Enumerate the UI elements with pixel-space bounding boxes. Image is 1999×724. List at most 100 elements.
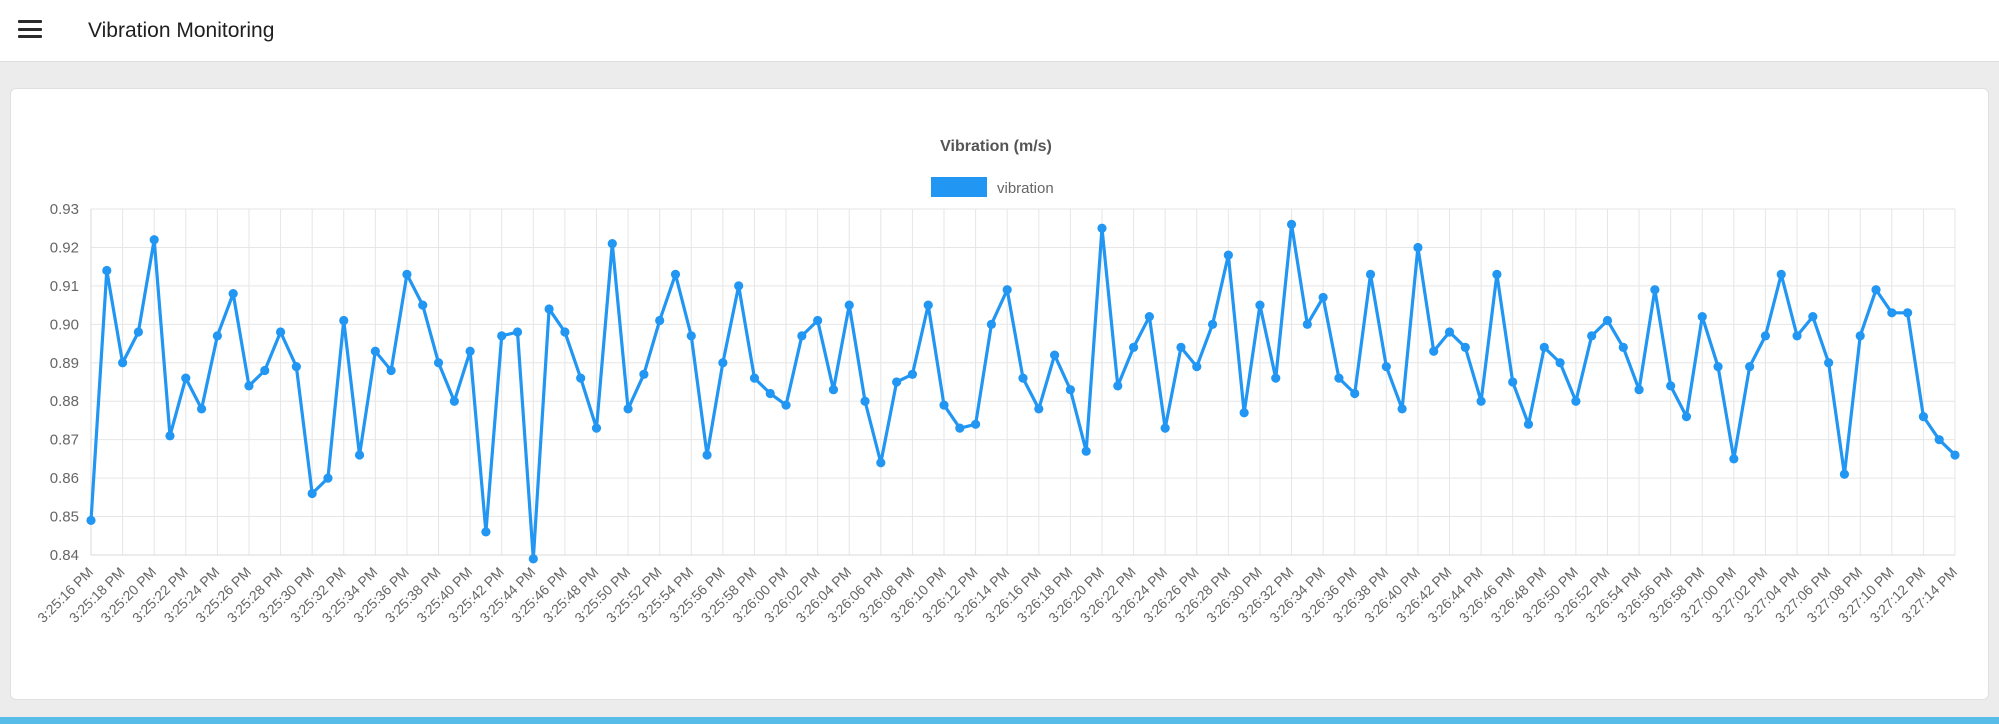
data-point[interactable]	[607, 239, 617, 249]
data-point[interactable]	[1018, 373, 1028, 383]
data-point[interactable]	[1460, 342, 1470, 352]
data-point[interactable]	[844, 300, 854, 310]
data-point[interactable]	[402, 269, 412, 279]
data-point[interactable]	[1207, 319, 1218, 329]
data-point[interactable]	[307, 488, 317, 499]
data-point[interactable]	[1286, 219, 1297, 229]
data-point[interactable]	[1350, 388, 1360, 399]
data-point[interactable]	[323, 473, 333, 483]
data-point[interactable]	[828, 385, 839, 395]
data-point[interactable]	[1239, 408, 1249, 418]
data-point[interactable]	[1587, 331, 1597, 341]
data-point[interactable]	[1839, 469, 1850, 479]
data-point[interactable]	[560, 327, 570, 337]
data-point[interactable]	[1776, 269, 1786, 279]
data-point[interactable]	[433, 358, 444, 368]
data-point[interactable]	[497, 331, 507, 341]
data-point[interactable]	[1681, 412, 1692, 422]
data-point[interactable]	[1397, 404, 1407, 414]
data-point[interactable]	[1255, 300, 1265, 310]
data-point[interactable]	[228, 288, 238, 299]
data-point[interactable]	[591, 423, 602, 433]
data-point[interactable]	[1666, 381, 1676, 391]
data-point[interactable]	[1381, 362, 1391, 372]
data-point[interactable]	[1223, 250, 1233, 260]
data-point[interactable]	[1002, 285, 1012, 295]
chart-canvas[interactable]: Vibration (m/s) vibration 0.930.920.910.…	[11, 89, 1988, 699]
hamburger-menu-button[interactable]	[18, 20, 44, 42]
data-point[interactable]	[1634, 385, 1644, 395]
data-point[interactable]	[275, 327, 286, 337]
data-point[interactable]	[639, 369, 649, 379]
data-point[interactable]	[370, 346, 380, 356]
data-point[interactable]	[1113, 381, 1123, 391]
data-point[interactable]	[923, 300, 933, 310]
data-point[interactable]	[1334, 373, 1344, 383]
data-point[interactable]	[1144, 312, 1154, 322]
data-point[interactable]	[244, 381, 254, 391]
data-point[interactable]	[1429, 346, 1439, 356]
data-point[interactable]	[1097, 223, 1107, 233]
data-point[interactable]	[1887, 308, 1897, 318]
data-point[interactable]	[1729, 454, 1739, 464]
data-point[interactable]	[765, 388, 775, 399]
data-point[interactable]	[576, 373, 586, 383]
data-point[interactable]	[907, 369, 918, 379]
data-point[interactable]	[196, 404, 207, 414]
data-point[interactable]	[1760, 331, 1771, 341]
data-point[interactable]	[1618, 342, 1628, 352]
data-point[interactable]	[1523, 419, 1534, 429]
data-point[interactable]	[481, 527, 491, 537]
data-point[interactable]	[149, 235, 159, 245]
data-point[interactable]	[1476, 396, 1486, 406]
data-point[interactable]	[876, 458, 886, 468]
data-point[interactable]	[749, 373, 760, 383]
data-point[interactable]	[1508, 377, 1518, 387]
data-point[interactable]	[165, 431, 175, 441]
data-point[interactable]	[1539, 342, 1549, 352]
data-point[interactable]	[1950, 450, 1960, 460]
data-point[interactable]	[892, 377, 902, 387]
data-point[interactable]	[986, 319, 997, 329]
data-point[interactable]	[449, 396, 459, 406]
data-point[interactable]	[1918, 412, 1929, 422]
data-point[interactable]	[260, 365, 270, 376]
data-point[interactable]	[813, 315, 823, 326]
data-point[interactable]	[1602, 315, 1613, 326]
data-point[interactable]	[1492, 269, 1502, 279]
data-point[interactable]	[1271, 373, 1281, 383]
data-point[interactable]	[544, 304, 554, 314]
data-point[interactable]	[1302, 319, 1312, 329]
data-point[interactable]	[1697, 312, 1707, 322]
data-point[interactable]	[1128, 342, 1139, 352]
data-point[interactable]	[860, 396, 870, 406]
data-point[interactable]	[465, 346, 475, 356]
data-point[interactable]	[339, 315, 349, 326]
data-point[interactable]	[686, 331, 696, 341]
data-point[interactable]	[1176, 342, 1186, 352]
data-point[interactable]	[1792, 331, 1802, 341]
data-point[interactable]	[1934, 435, 1944, 445]
data-point[interactable]	[1650, 285, 1660, 295]
data-point[interactable]	[781, 400, 791, 410]
data-point[interactable]	[939, 400, 949, 410]
data-point[interactable]	[1365, 269, 1376, 279]
data-point[interactable]	[1571, 396, 1581, 406]
data-point[interactable]	[1034, 404, 1044, 414]
data-point[interactable]	[1049, 350, 1060, 360]
data-point[interactable]	[418, 300, 428, 310]
data-point[interactable]	[102, 265, 112, 276]
data-point[interactable]	[1855, 331, 1865, 341]
data-point[interactable]	[291, 362, 301, 372]
data-point[interactable]	[670, 269, 681, 279]
data-point[interactable]	[1903, 308, 1913, 318]
data-point[interactable]	[1555, 358, 1565, 368]
data-point[interactable]	[1192, 362, 1202, 372]
data-point[interactable]	[971, 419, 981, 429]
data-point[interactable]	[734, 281, 744, 291]
data-point[interactable]	[623, 404, 633, 414]
data-point[interactable]	[512, 327, 523, 337]
data-point[interactable]	[1065, 385, 1075, 395]
data-point[interactable]	[212, 331, 222, 341]
data-point[interactable]	[1713, 362, 1723, 372]
